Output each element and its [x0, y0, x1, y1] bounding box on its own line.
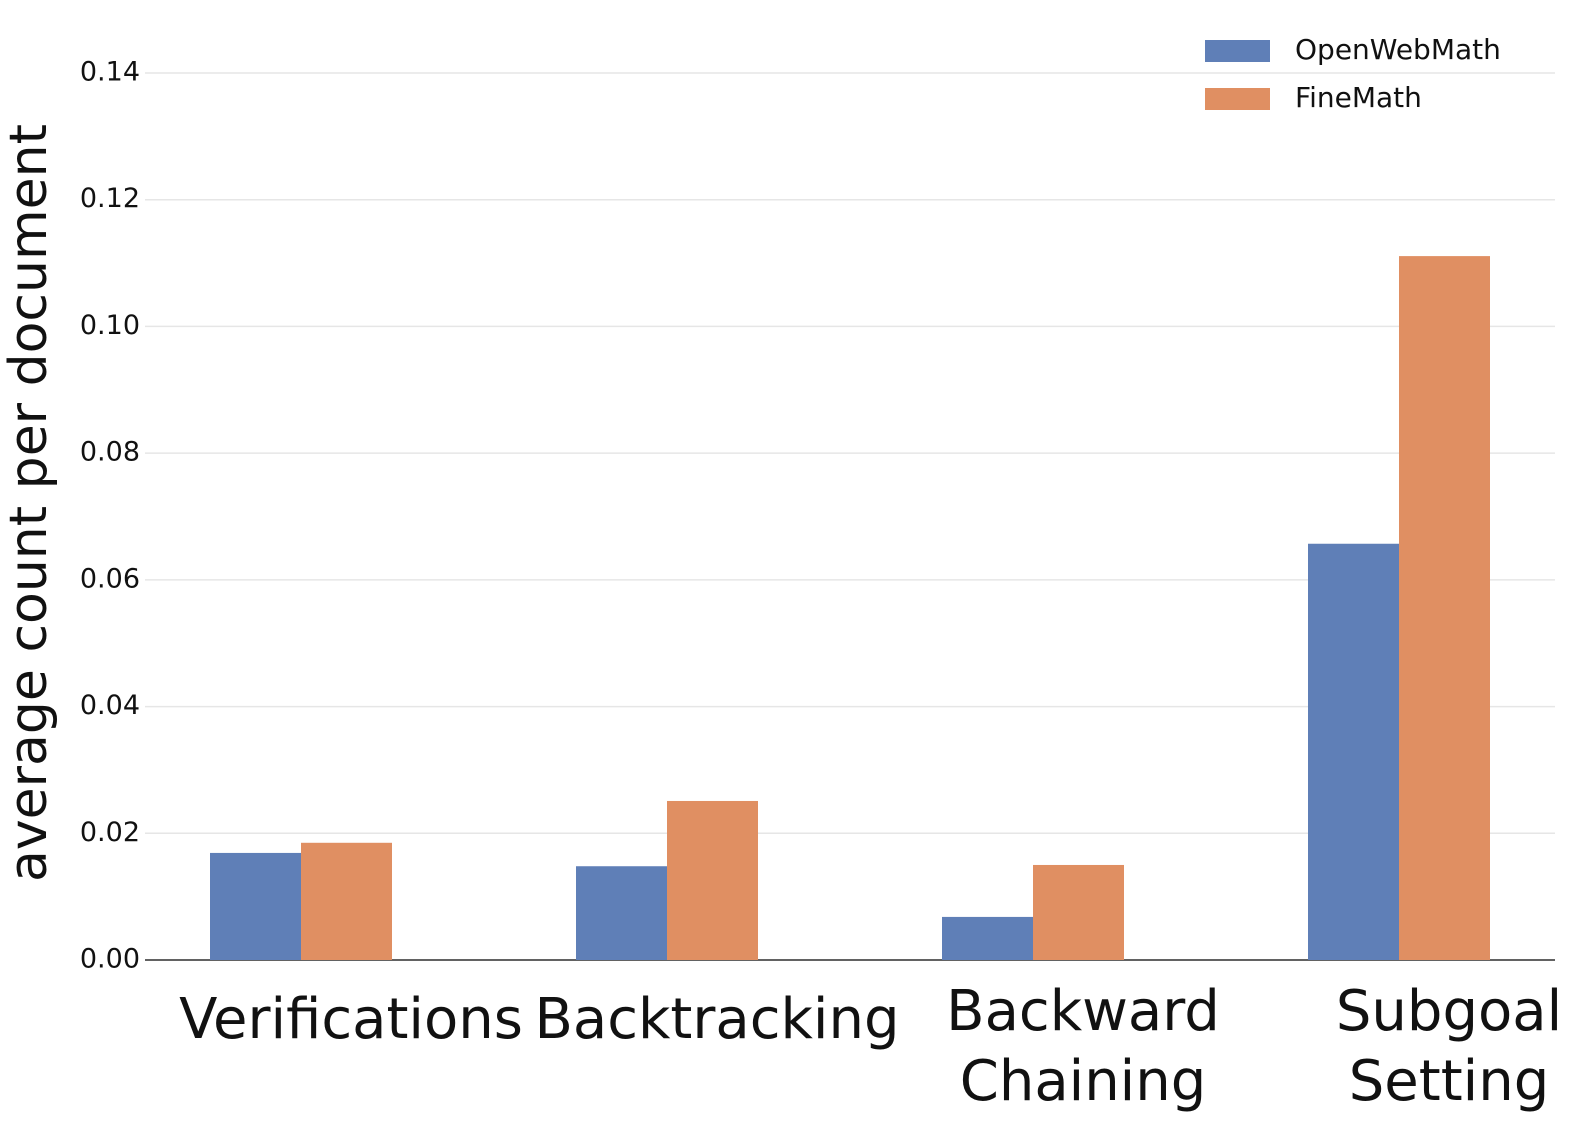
- legend-label: OpenWebMath: [1295, 33, 1501, 66]
- x-tick-label: Subgoal Setting: [1336, 979, 1562, 1114]
- legend-swatch: [1205, 88, 1270, 110]
- x-tick-label: Backward Chaining: [946, 979, 1220, 1114]
- y-axis-label: average count per document: [0, 124, 59, 882]
- legend-swatch: [1205, 40, 1270, 62]
- bar: [667, 800, 758, 960]
- bar: [942, 916, 1033, 960]
- y-tick-label: 0.14: [80, 57, 140, 88]
- y-tick-label: 0.06: [80, 563, 140, 594]
- x-tick-label: Verifications: [179, 987, 523, 1052]
- bar: [1399, 256, 1490, 960]
- bar: [301, 842, 392, 960]
- x-tick-label: Backtracking: [534, 987, 899, 1052]
- legend-label: FineMath: [1295, 81, 1422, 114]
- y-tick-label: 0.12: [80, 183, 140, 214]
- y-tick-label: 0.00: [80, 944, 140, 975]
- y-tick-label: 0.02: [80, 817, 140, 848]
- bar: [1308, 543, 1399, 960]
- y-tick-label: 0.04: [80, 690, 140, 721]
- bar: [1033, 864, 1124, 960]
- y-tick-label: 0.10: [80, 310, 140, 341]
- bar: [576, 866, 667, 960]
- y-tick-label: 0.08: [80, 437, 140, 468]
- bar: [210, 852, 301, 960]
